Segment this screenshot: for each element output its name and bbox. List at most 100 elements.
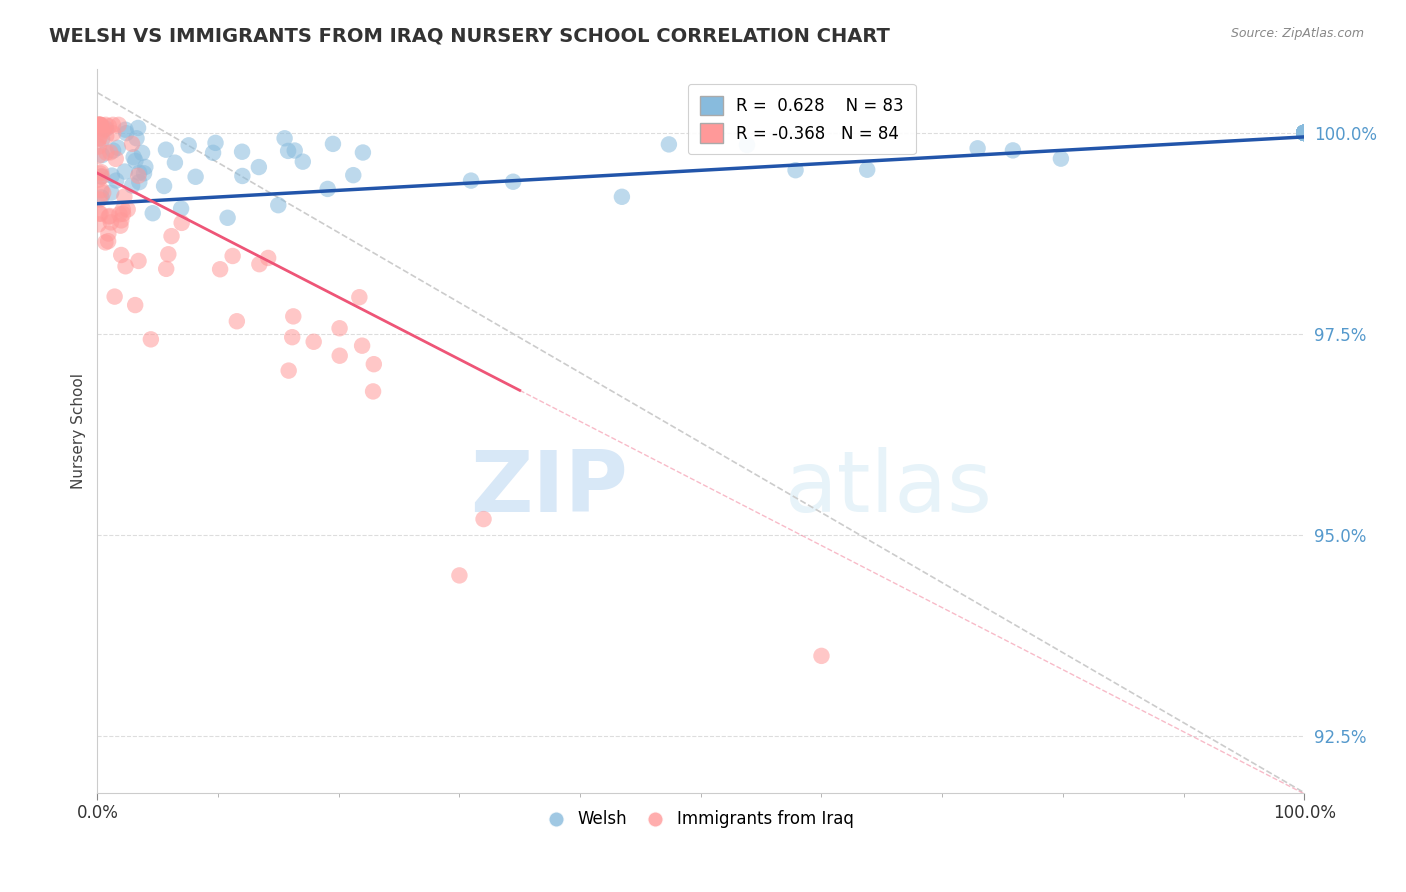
Point bbox=[97, 119, 120, 133]
Point bbox=[97, 234, 120, 248]
Point bbox=[735, 137, 758, 152]
Point bbox=[98, 209, 121, 223]
Point bbox=[342, 168, 364, 182]
Point bbox=[316, 182, 339, 196]
Point bbox=[1294, 126, 1316, 140]
Point bbox=[101, 118, 124, 132]
Point bbox=[127, 169, 149, 183]
Point bbox=[128, 254, 150, 268]
Point bbox=[114, 164, 136, 178]
Point bbox=[1294, 126, 1316, 140]
Point bbox=[128, 166, 150, 180]
Point bbox=[132, 166, 155, 180]
Point bbox=[89, 118, 111, 132]
Point bbox=[329, 349, 352, 363]
Point bbox=[785, 163, 807, 178]
Point bbox=[90, 148, 112, 162]
Point bbox=[90, 190, 112, 204]
Point bbox=[1294, 126, 1316, 140]
Point bbox=[284, 144, 307, 158]
Point bbox=[184, 169, 207, 184]
Point bbox=[247, 257, 270, 271]
Point bbox=[89, 118, 111, 132]
Point bbox=[112, 207, 135, 221]
Point bbox=[87, 118, 110, 132]
Point bbox=[142, 206, 165, 220]
Point bbox=[658, 137, 681, 152]
Point bbox=[352, 339, 374, 353]
Point bbox=[231, 169, 253, 183]
Point bbox=[87, 118, 110, 132]
Point bbox=[170, 216, 193, 230]
Point bbox=[202, 145, 225, 160]
Point bbox=[89, 120, 111, 134]
Point bbox=[204, 136, 226, 150]
Point bbox=[108, 207, 131, 221]
Point bbox=[90, 118, 112, 132]
Point bbox=[225, 314, 247, 328]
Point bbox=[110, 219, 132, 233]
Point bbox=[177, 138, 200, 153]
Point bbox=[1294, 126, 1316, 140]
Point bbox=[93, 122, 115, 136]
Point bbox=[87, 132, 110, 146]
Point bbox=[302, 334, 325, 349]
Point bbox=[94, 235, 117, 250]
Point bbox=[283, 310, 305, 324]
Point bbox=[1294, 126, 1316, 140]
Point bbox=[124, 153, 146, 168]
Point bbox=[247, 160, 270, 174]
Point bbox=[1294, 126, 1316, 140]
Point bbox=[157, 247, 180, 261]
Point bbox=[89, 193, 111, 207]
Point bbox=[107, 118, 129, 132]
Point bbox=[449, 568, 471, 582]
Point bbox=[217, 211, 239, 225]
Point bbox=[322, 136, 344, 151]
Point bbox=[110, 248, 132, 262]
Point bbox=[1294, 126, 1316, 140]
Point bbox=[1294, 126, 1316, 140]
Point bbox=[1294, 126, 1316, 140]
Point bbox=[101, 144, 124, 158]
Point bbox=[349, 290, 371, 304]
Point bbox=[105, 173, 128, 187]
Point bbox=[103, 127, 125, 141]
Point bbox=[1294, 126, 1316, 140]
Point bbox=[460, 173, 482, 187]
Point bbox=[115, 126, 138, 140]
Point bbox=[155, 143, 177, 157]
Point bbox=[966, 141, 988, 155]
Point bbox=[87, 172, 110, 186]
Point bbox=[97, 210, 120, 224]
Text: WELSH VS IMMIGRANTS FROM IRAQ NURSERY SCHOOL CORRELATION CHART: WELSH VS IMMIGRANTS FROM IRAQ NURSERY SC… bbox=[49, 27, 890, 45]
Point bbox=[90, 165, 112, 179]
Point bbox=[1294, 126, 1316, 140]
Point bbox=[329, 321, 352, 335]
Text: ZIP: ZIP bbox=[471, 447, 628, 530]
Point bbox=[1294, 126, 1316, 140]
Point bbox=[134, 160, 156, 174]
Point bbox=[267, 198, 290, 212]
Point bbox=[1294, 126, 1316, 140]
Point bbox=[131, 145, 153, 160]
Point bbox=[89, 206, 111, 220]
Point bbox=[273, 131, 295, 145]
Point bbox=[153, 179, 176, 194]
Point bbox=[1050, 152, 1073, 166]
Point bbox=[1294, 126, 1316, 140]
Point bbox=[170, 202, 193, 216]
Point bbox=[90, 183, 112, 197]
Point bbox=[1294, 126, 1316, 140]
Point bbox=[94, 121, 117, 136]
Point bbox=[90, 207, 112, 221]
Point bbox=[139, 332, 162, 346]
Point bbox=[110, 213, 132, 227]
Point bbox=[117, 202, 139, 217]
Point bbox=[98, 145, 121, 160]
Point bbox=[91, 186, 114, 200]
Point bbox=[363, 357, 385, 371]
Point bbox=[281, 330, 304, 344]
Point bbox=[94, 118, 117, 132]
Point bbox=[87, 149, 110, 163]
